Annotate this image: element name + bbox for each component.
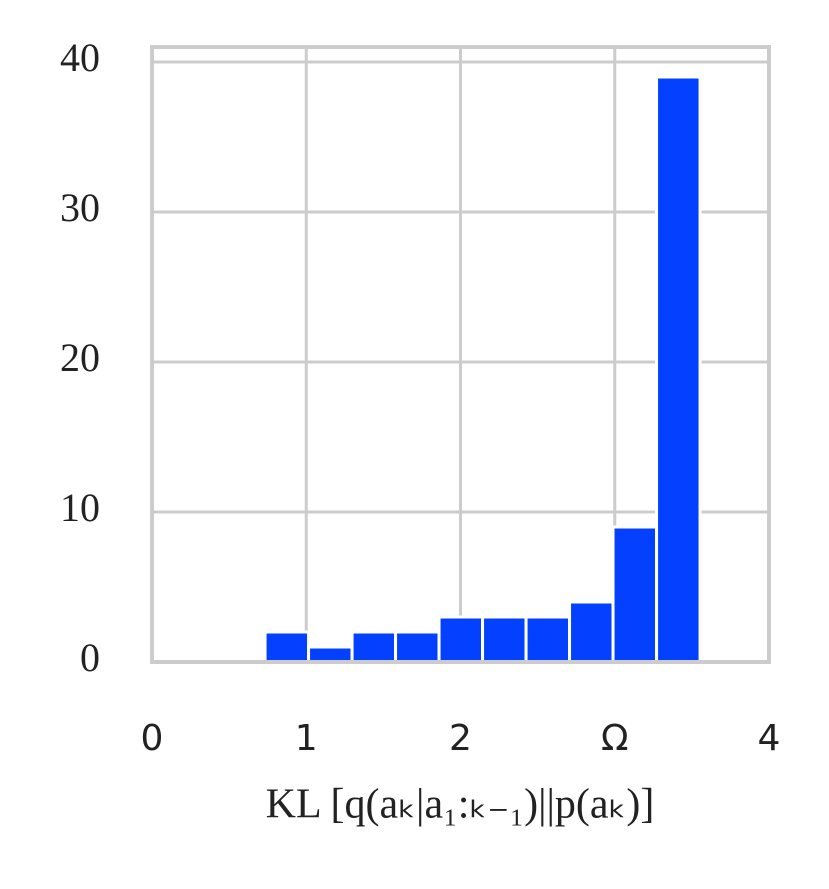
x-tick-label: 1 (295, 718, 318, 759)
bar (350, 630, 398, 664)
y-tick-label: 40 (60, 35, 100, 80)
y-tick-label: 0 (80, 635, 100, 680)
x-tick-label: 2 (449, 718, 472, 759)
bar (611, 525, 659, 664)
x-tick-label: Ω (601, 718, 629, 759)
bar (263, 630, 311, 664)
bar (655, 75, 702, 664)
x-tick-label: 4 (758, 718, 781, 759)
y-tick-label: 20 (60, 335, 100, 380)
bar (307, 645, 354, 664)
x-axis-label: KL [q(aₖ|a₁:ₖ₋₁)||p(aₖ)] (266, 782, 655, 828)
bar (524, 615, 572, 664)
bar (394, 630, 441, 664)
bar (568, 600, 615, 664)
x-tick-label: 0 (141, 718, 164, 759)
plot-frame (150, 45, 771, 664)
y-tick-label: 10 (60, 485, 100, 530)
y-tick-label: 30 (60, 185, 100, 230)
bar (437, 615, 485, 664)
bar (481, 615, 528, 664)
